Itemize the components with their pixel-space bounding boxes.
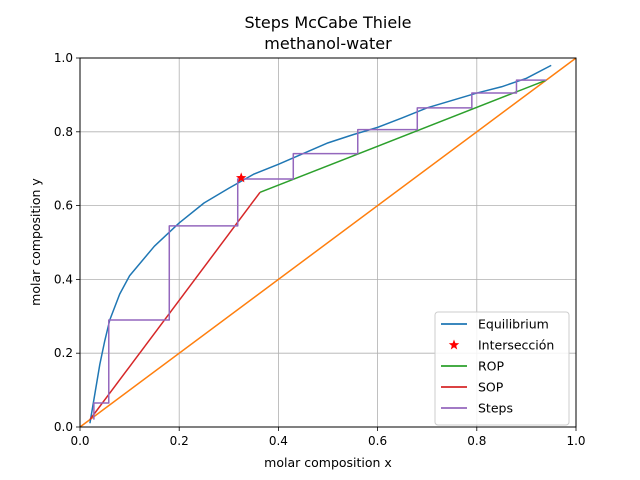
- chart-title-line2: methanol-water: [264, 34, 392, 53]
- y-axis-label: molar composition y: [28, 178, 43, 306]
- plot-area-frame: [79, 57, 577, 428]
- sop-series-line: [89, 191, 261, 421]
- x-tick-label: 0.8: [467, 434, 486, 448]
- legend-equilibrium-label: Equilibrium: [478, 317, 549, 332]
- legend: Equilibrium Intersección ROP SOP Steps: [434, 311, 570, 426]
- y-tick-label: 0.2: [54, 346, 73, 360]
- x-tick-label: 0.4: [269, 434, 288, 448]
- legend-rop-label: ROP: [478, 359, 505, 374]
- x-tick-label: 0.0: [70, 434, 89, 448]
- legend-box: [434, 311, 570, 426]
- y-axis-ticks: 0.0 0.2 0.4 0.6 0.8 1.0: [54, 51, 80, 434]
- rop-series-line: [259, 79, 547, 194]
- x-tick-label: 1.0: [566, 434, 585, 448]
- diagonal-line: [79, 57, 577, 428]
- chart-title-line1: Steps McCabe Thiele: [244, 13, 411, 32]
- y-tick-label: 0.0: [54, 420, 73, 434]
- legend-intersecci-n-swatch: [448, 339, 460, 350]
- x-tick-label: 0.6: [368, 434, 387, 448]
- intersecci-n-marker: [235, 172, 247, 183]
- y-tick-label: 0.8: [54, 125, 73, 139]
- x-axis-ticks: 0.0 0.2 0.4 0.6 0.8 1.0: [70, 427, 586, 448]
- y-tick-label: 1.0: [54, 51, 73, 65]
- x-axis-label: molar composition x: [264, 455, 392, 470]
- legend-intersecci-n-label: Intersección: [478, 338, 554, 353]
- y-tick-label: 0.4: [54, 272, 73, 286]
- x-tick-label: 0.2: [170, 434, 189, 448]
- steps-series-line: [93, 79, 547, 420]
- legend-steps-label: Steps: [478, 401, 513, 416]
- legend-sop-label: SOP: [478, 380, 504, 395]
- series-layer: [79, 57, 577, 428]
- y-tick-label: 0.6: [54, 199, 73, 213]
